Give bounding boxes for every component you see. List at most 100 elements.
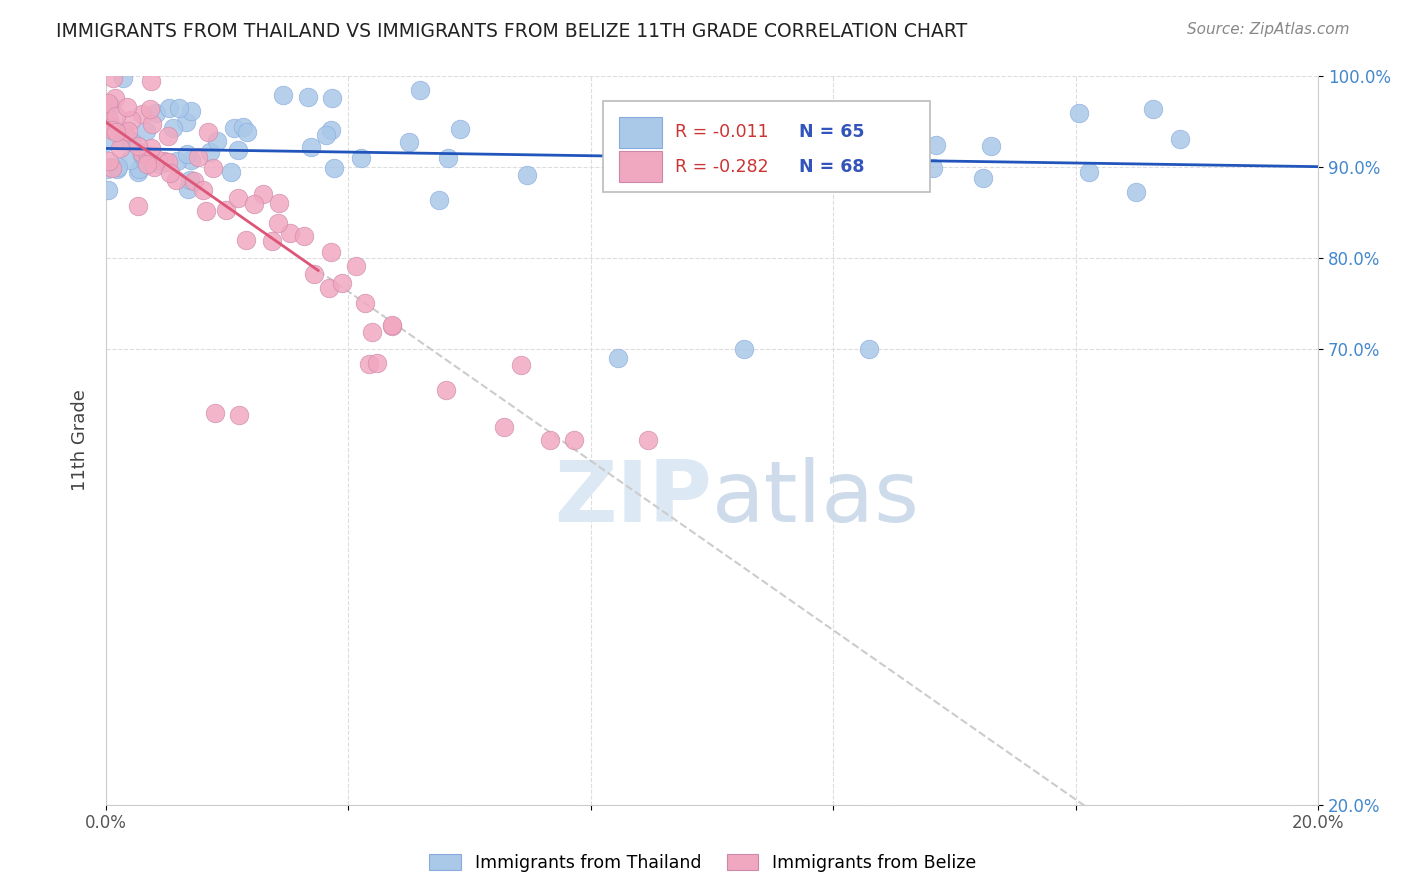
Text: Source: ZipAtlas.com: Source: ZipAtlas.com (1187, 22, 1350, 37)
Point (105, 109, 128, 123)
Point (232, 120, 254, 135)
Point (131, 107, 153, 121)
Point (226, 191, 249, 205)
Point (756, 141, 779, 155)
Point (186, 150, 208, 164)
Point (359, 357, 381, 371)
Point (162, 121, 184, 136)
Legend: Immigrants from Thailand, Immigrants from Belize: Immigrants from Thailand, Immigrants fro… (423, 847, 983, 879)
Point (157, 128, 180, 143)
Point (146, 153, 169, 168)
Point (606, 351, 628, 365)
Point (299, 139, 322, 153)
Point (267, 216, 290, 230)
Point (302, 268, 325, 282)
Point (540, 433, 562, 447)
Point (215, 203, 238, 218)
Point (1142, 102, 1164, 116)
Text: R = -0.011: R = -0.011 (675, 123, 768, 142)
Point (204, 406, 226, 420)
Point (145, 105, 167, 120)
Point (252, 187, 274, 202)
Point (100, 99, 122, 113)
Point (98, 112, 121, 126)
Text: N = 65: N = 65 (800, 123, 865, 142)
Text: ZIP: ZIP (554, 457, 711, 540)
Point (165, 173, 187, 187)
Point (437, 151, 460, 165)
Point (104, 91, 127, 105)
Point (197, 125, 219, 139)
Point (100, 160, 122, 174)
Point (321, 91, 343, 105)
Point (1067, 105, 1090, 120)
Point (176, 147, 198, 161)
Point (494, 420, 516, 434)
Point (198, 145, 221, 159)
Point (127, 164, 149, 178)
Point (219, 164, 242, 178)
Point (1168, 132, 1191, 146)
Point (408, 83, 430, 97)
Point (120, 112, 142, 127)
FancyBboxPatch shape (619, 152, 662, 182)
Point (201, 161, 224, 175)
Point (96, 135, 118, 149)
Point (131, 146, 153, 161)
Point (207, 134, 229, 148)
Text: N = 68: N = 68 (800, 158, 865, 176)
Point (134, 153, 156, 167)
Point (858, 342, 880, 356)
Point (152, 153, 174, 168)
Point (398, 135, 420, 149)
Point (118, 132, 141, 146)
Point (167, 101, 190, 115)
Point (138, 102, 160, 116)
Point (100, 161, 122, 176)
Point (136, 149, 159, 163)
Point (193, 184, 215, 198)
Point (637, 433, 659, 447)
Point (141, 141, 163, 155)
Point (297, 89, 319, 103)
Point (100, 120, 122, 135)
Point (235, 233, 257, 247)
Point (177, 181, 200, 195)
Point (135, 124, 157, 138)
Point (179, 172, 201, 186)
Point (115, 99, 138, 113)
Point (434, 383, 457, 397)
Point (381, 318, 404, 332)
Y-axis label: 11th Grade: 11th Grade (72, 389, 89, 491)
Point (349, 151, 371, 165)
Point (226, 143, 249, 157)
Point (157, 101, 180, 115)
Point (980, 139, 1002, 153)
Point (180, 153, 202, 167)
Point (107, 161, 129, 176)
Point (330, 276, 353, 290)
Point (224, 121, 246, 136)
Point (183, 174, 205, 188)
Point (159, 165, 181, 179)
Point (135, 157, 157, 171)
Point (344, 259, 367, 273)
Point (361, 325, 384, 339)
Point (107, 160, 129, 174)
Point (111, 132, 134, 146)
Point (921, 161, 943, 175)
Point (166, 153, 188, 168)
Point (174, 114, 197, 128)
Point (131, 148, 153, 162)
Text: atlas: atlas (711, 457, 920, 540)
Point (195, 204, 218, 219)
Point (228, 408, 250, 422)
FancyBboxPatch shape (619, 117, 662, 148)
Point (449, 122, 471, 136)
Point (149, 157, 172, 171)
Point (101, 123, 124, 137)
Point (733, 342, 755, 356)
Point (103, 70, 125, 85)
Text: R = -0.282: R = -0.282 (675, 158, 768, 176)
Point (141, 117, 163, 131)
